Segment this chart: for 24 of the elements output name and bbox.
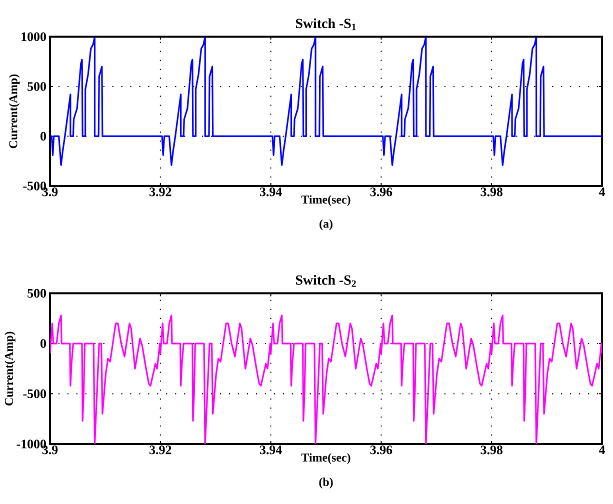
text: (b) <box>319 478 333 488</box>
x-tick-label: 3.98 <box>480 188 503 196</box>
x-tick-label: 3.96 <box>370 188 392 196</box>
x-tick-label: 3.94 <box>260 446 282 454</box>
chart-title: Switch -S$_{1}$ <box>296 18 356 30</box>
y-tick-label: 500 <box>28 288 46 298</box>
y-tick-label: 1000 <box>22 32 46 42</box>
x-tick-label: 3.96 <box>370 446 392 454</box>
x-tick-label: 3.92 <box>150 188 172 196</box>
chart-title: Switch -S$_{2}$ <box>296 274 356 287</box>
x-tick-label: 4 <box>598 446 606 454</box>
x-tick-label: 3.98 <box>480 446 503 454</box>
y-tick-label: 500 <box>28 82 46 91</box>
x-axis-title: Time(sec) <box>301 453 350 464</box>
y-axis-title: Current(Amp) <box>4 332 16 406</box>
x-axis-title: Time(sec) <box>301 195 350 206</box>
y-tick-label: 0 <box>40 132 46 141</box>
x-tick-label: 3.94 <box>260 188 282 196</box>
y-tick-label: -500 <box>23 389 46 398</box>
x-tick-label: 3.92 <box>150 446 172 454</box>
x-tick-label: 4 <box>598 188 606 196</box>
text: (a) <box>320 219 332 230</box>
y-axis-title: Current(Amp) <box>8 74 20 148</box>
y-tick-label: 0 <box>40 339 46 348</box>
